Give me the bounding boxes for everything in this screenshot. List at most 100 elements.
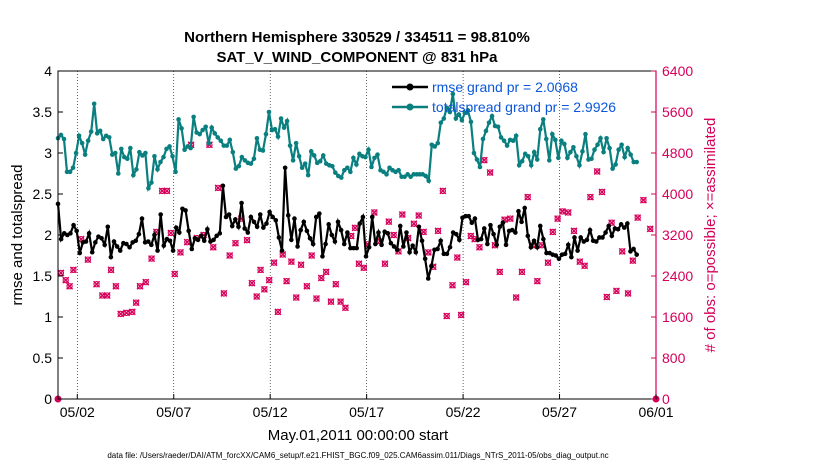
- rmse-point: [155, 248, 160, 253]
- obs-possible-marker: [123, 309, 130, 317]
- rmse-point: [587, 227, 593, 233]
- obs-assimilated-marker: [57, 269, 65, 277]
- rmse-point: [497, 224, 503, 230]
- totalspread-point: [534, 157, 540, 162]
- rmse-point: [357, 221, 363, 226]
- rmse-point: [102, 242, 107, 248]
- totalspread-point: [477, 164, 483, 170]
- obs-assimilated-marker: [167, 229, 175, 237]
- right-y-axis: 0 800 1600 2400 3200 4000 4800 5600 6400: [651, 63, 693, 407]
- totalspread-point: [574, 153, 579, 159]
- obs-possible-marker: [512, 294, 520, 301]
- obs-possible-marker: [270, 259, 278, 266]
- obs-possible-marker: [507, 215, 514, 222]
- obs-assimilated-marker: [564, 208, 572, 216]
- rmse-point: [329, 232, 335, 238]
- totalspread-point: [146, 185, 151, 191]
- rmse-point: [354, 245, 359, 251]
- totalspread-point: [320, 153, 326, 158]
- rmse-point: [136, 231, 142, 237]
- totalspread-point: [254, 135, 260, 141]
- rmse-point: [379, 242, 384, 248]
- obs-assimilated-marker: [385, 218, 393, 226]
- totalspread-point: [332, 170, 338, 175]
- rmse-point: [469, 220, 475, 225]
- totalspread-point: [161, 154, 166, 160]
- totalspread-point: [540, 117, 546, 122]
- rmse-point: [391, 244, 397, 249]
- legend-rmse-marker: [406, 83, 414, 91]
- rmse-point: [621, 225, 627, 230]
- rmse-point: [145, 239, 151, 244]
- obs-possible-marker: [524, 193, 531, 201]
- obs-assimilated-marker: [226, 252, 234, 259]
- obs-possible-marker: [308, 252, 315, 259]
- totalspread-point: [236, 163, 242, 169]
- totalspread-point: [345, 165, 350, 171]
- rmse-point: [251, 219, 257, 225]
- totalspread-point: [513, 133, 519, 139]
- x-axis: 05/02 05/07 05/12 05/17 05/22 05/27 06/01: [60, 394, 674, 420]
- obs-possible-marker: [581, 262, 588, 269]
- obs-assimilated-marker: [612, 287, 620, 295]
- obs-assimilated-marker: [327, 298, 335, 306]
- obs-assimilated-marker: [533, 277, 541, 285]
- totalspread-point: [212, 131, 218, 136]
- rmse-point: [226, 212, 232, 217]
- rmse-point: [569, 254, 574, 260]
- obs-possible-marker: [544, 259, 552, 266]
- obs-possible-marker: [439, 187, 446, 195]
- obs-assimilated-marker: [434, 227, 442, 235]
- rmse-point: [485, 241, 490, 247]
- totalspread-point: [311, 153, 317, 158]
- totalspread-point: [308, 149, 314, 154]
- obs-assimilated-marker: [475, 243, 483, 251]
- obs-assimilated-marker: [554, 215, 562, 223]
- totalspread-point: [73, 150, 79, 156]
- totalspread-point: [239, 154, 245, 160]
- rmse-point: [261, 225, 266, 230]
- totalspread-point: [287, 143, 293, 148]
- obs-possible-marker: [112, 283, 120, 290]
- rmse-point: [279, 248, 285, 253]
- obs-possible-marker: [603, 293, 610, 301]
- obs-possible-marker: [322, 268, 330, 276]
- obs-assimilated-marker: [312, 295, 320, 303]
- rmse-point: [152, 232, 157, 238]
- totalspread-point: [209, 125, 215, 130]
- rmse-point: [198, 233, 204, 239]
- obs-assimilated-marker: [381, 260, 389, 268]
- totalspread-point: [571, 144, 576, 150]
- left-y-axis-label: rmse and totalspread: [9, 165, 26, 306]
- obs-assimilated-marker: [634, 214, 642, 222]
- obs-possible-marker: [351, 224, 359, 231]
- totalspread-point: [547, 158, 552, 163]
- rmse-point: [105, 224, 111, 230]
- obs-assimilated-marker: [112, 282, 120, 290]
- rmse-point: [323, 241, 328, 247]
- obs-possible-marker: [486, 169, 494, 176]
- x-axis-label: May.01,2011 00:00:00 start: [268, 427, 449, 444]
- totalspread-point: [176, 117, 181, 122]
- obs-possible-marker: [462, 278, 470, 286]
- rmse-point: [528, 245, 534, 250]
- totalspread-point: [82, 152, 88, 157]
- obs-assimilated-marker: [122, 309, 130, 317]
- obs-assimilated-marker: [598, 188, 606, 196]
- rmse-point: [413, 249, 419, 255]
- totalspread-point: [375, 152, 380, 157]
- totalspread-point: [128, 145, 133, 151]
- obs-assimilated-marker: [351, 224, 359, 232]
- obs-possible-marker: [608, 219, 615, 226]
- obs-assimilated-marker: [303, 282, 311, 290]
- obs-possible-marker: [425, 249, 432, 256]
- totalspread-point: [450, 91, 456, 97]
- rmse-point: [282, 165, 288, 171]
- legend-totalspread-marker: [406, 103, 414, 111]
- rmse-point: [407, 249, 412, 255]
- rmse-point: [600, 235, 605, 240]
- obs-assimilated-marker: [283, 277, 291, 285]
- totalspread-point: [456, 112, 462, 117]
- rmse-point: [631, 246, 636, 252]
- rmse-point: [99, 235, 104, 241]
